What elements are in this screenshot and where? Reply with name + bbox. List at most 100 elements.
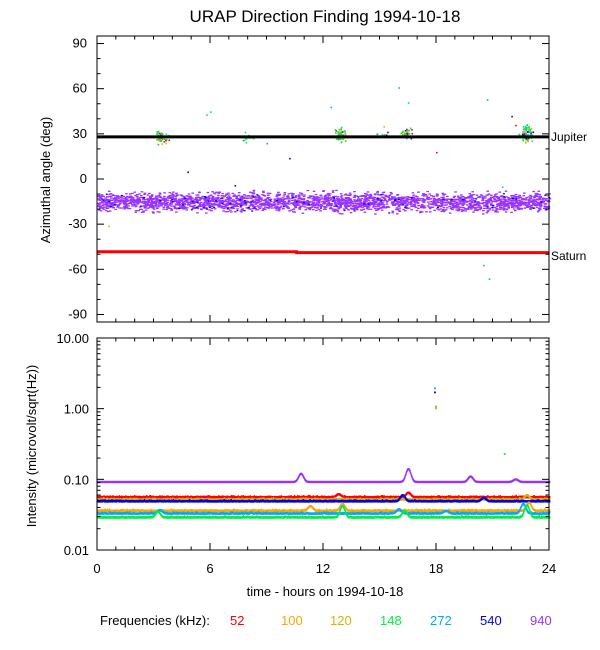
band-point bbox=[319, 194, 323, 196]
band-point bbox=[308, 201, 311, 203]
cluster-point bbox=[531, 140, 534, 143]
band-point-540 bbox=[247, 207, 250, 209]
band-point bbox=[128, 200, 131, 202]
band-point-540 bbox=[367, 203, 370, 205]
band-point bbox=[460, 198, 463, 200]
band-point bbox=[278, 194, 281, 197]
top-ytick-label: 0 bbox=[80, 171, 87, 186]
band-point bbox=[405, 206, 408, 209]
band-point bbox=[514, 199, 518, 201]
cluster-point bbox=[522, 138, 524, 141]
band-point bbox=[336, 211, 340, 213]
band-point bbox=[277, 210, 281, 212]
band-point bbox=[306, 200, 309, 202]
cluster-point bbox=[342, 130, 345, 133]
band-point-540 bbox=[357, 196, 360, 198]
band-point bbox=[511, 205, 514, 208]
band-point bbox=[419, 211, 422, 214]
band-point bbox=[393, 200, 396, 202]
band-point bbox=[328, 193, 332, 195]
band-point bbox=[286, 196, 289, 198]
band-point bbox=[499, 204, 502, 207]
band-point bbox=[128, 196, 132, 198]
band-point bbox=[292, 211, 295, 213]
band-point bbox=[317, 208, 321, 211]
band-point bbox=[216, 197, 219, 199]
band-point bbox=[168, 196, 171, 198]
cluster-point bbox=[156, 133, 158, 135]
band-point bbox=[312, 204, 315, 206]
band-point bbox=[231, 206, 235, 208]
band-point bbox=[183, 198, 187, 200]
band-point bbox=[140, 208, 143, 210]
band-point bbox=[395, 203, 398, 205]
band-point-540 bbox=[492, 204, 495, 207]
band-point bbox=[156, 207, 159, 210]
band-point bbox=[391, 201, 394, 203]
band-point bbox=[218, 202, 222, 205]
band-point bbox=[500, 201, 503, 203]
band-point bbox=[227, 202, 231, 204]
band-point bbox=[359, 201, 363, 203]
band-point bbox=[158, 211, 161, 213]
band-point bbox=[531, 202, 535, 204]
band-point-540 bbox=[532, 207, 535, 209]
band-point bbox=[393, 204, 397, 206]
band-point bbox=[420, 204, 424, 206]
band-point bbox=[218, 191, 221, 193]
band-point bbox=[208, 195, 211, 197]
band-point bbox=[392, 202, 395, 205]
band-point-540 bbox=[183, 197, 186, 199]
band-point bbox=[279, 197, 282, 199]
band-point bbox=[179, 194, 182, 196]
band-point bbox=[469, 205, 473, 207]
trace-point bbox=[409, 471, 412, 474]
band-point bbox=[150, 200, 154, 202]
band-point bbox=[102, 208, 106, 210]
band-point bbox=[344, 203, 347, 205]
band-point bbox=[237, 198, 240, 200]
band-point bbox=[138, 199, 142, 201]
band-point bbox=[315, 197, 319, 200]
band-point bbox=[140, 195, 143, 197]
band-point bbox=[473, 203, 476, 206]
band-point-540 bbox=[503, 196, 506, 198]
band-point bbox=[482, 207, 486, 209]
band-point bbox=[474, 206, 477, 209]
band-point bbox=[525, 197, 528, 199]
band-point bbox=[200, 197, 203, 199]
band-point bbox=[353, 199, 356, 201]
band-point bbox=[529, 194, 532, 196]
band-point bbox=[536, 211, 540, 213]
band-point bbox=[453, 204, 457, 207]
band-point-540 bbox=[113, 204, 116, 206]
band-point bbox=[236, 202, 239, 205]
band-point bbox=[397, 204, 401, 206]
band-point bbox=[362, 208, 366, 210]
band-point bbox=[381, 202, 385, 204]
band-point bbox=[510, 203, 513, 205]
band-point bbox=[504, 190, 508, 192]
band-point bbox=[302, 195, 306, 198]
band-point bbox=[483, 197, 487, 199]
band-point bbox=[373, 194, 377, 196]
cluster-point bbox=[242, 139, 245, 142]
band-point bbox=[299, 205, 303, 207]
band-point bbox=[359, 199, 362, 201]
band-point bbox=[377, 202, 381, 204]
top-ytick-label: -90 bbox=[68, 306, 87, 321]
band-point bbox=[237, 203, 240, 205]
band-point bbox=[330, 203, 334, 205]
band-point bbox=[338, 207, 341, 209]
band-point bbox=[364, 205, 367, 207]
band-point bbox=[296, 204, 300, 206]
band-point bbox=[169, 202, 172, 204]
band-point bbox=[201, 195, 204, 198]
band-point bbox=[229, 204, 233, 206]
band-point bbox=[141, 205, 145, 207]
band-point bbox=[268, 192, 272, 195]
cluster-point bbox=[527, 128, 530, 131]
band-point bbox=[111, 206, 114, 208]
band-point bbox=[419, 210, 423, 213]
band-point bbox=[251, 203, 254, 206]
